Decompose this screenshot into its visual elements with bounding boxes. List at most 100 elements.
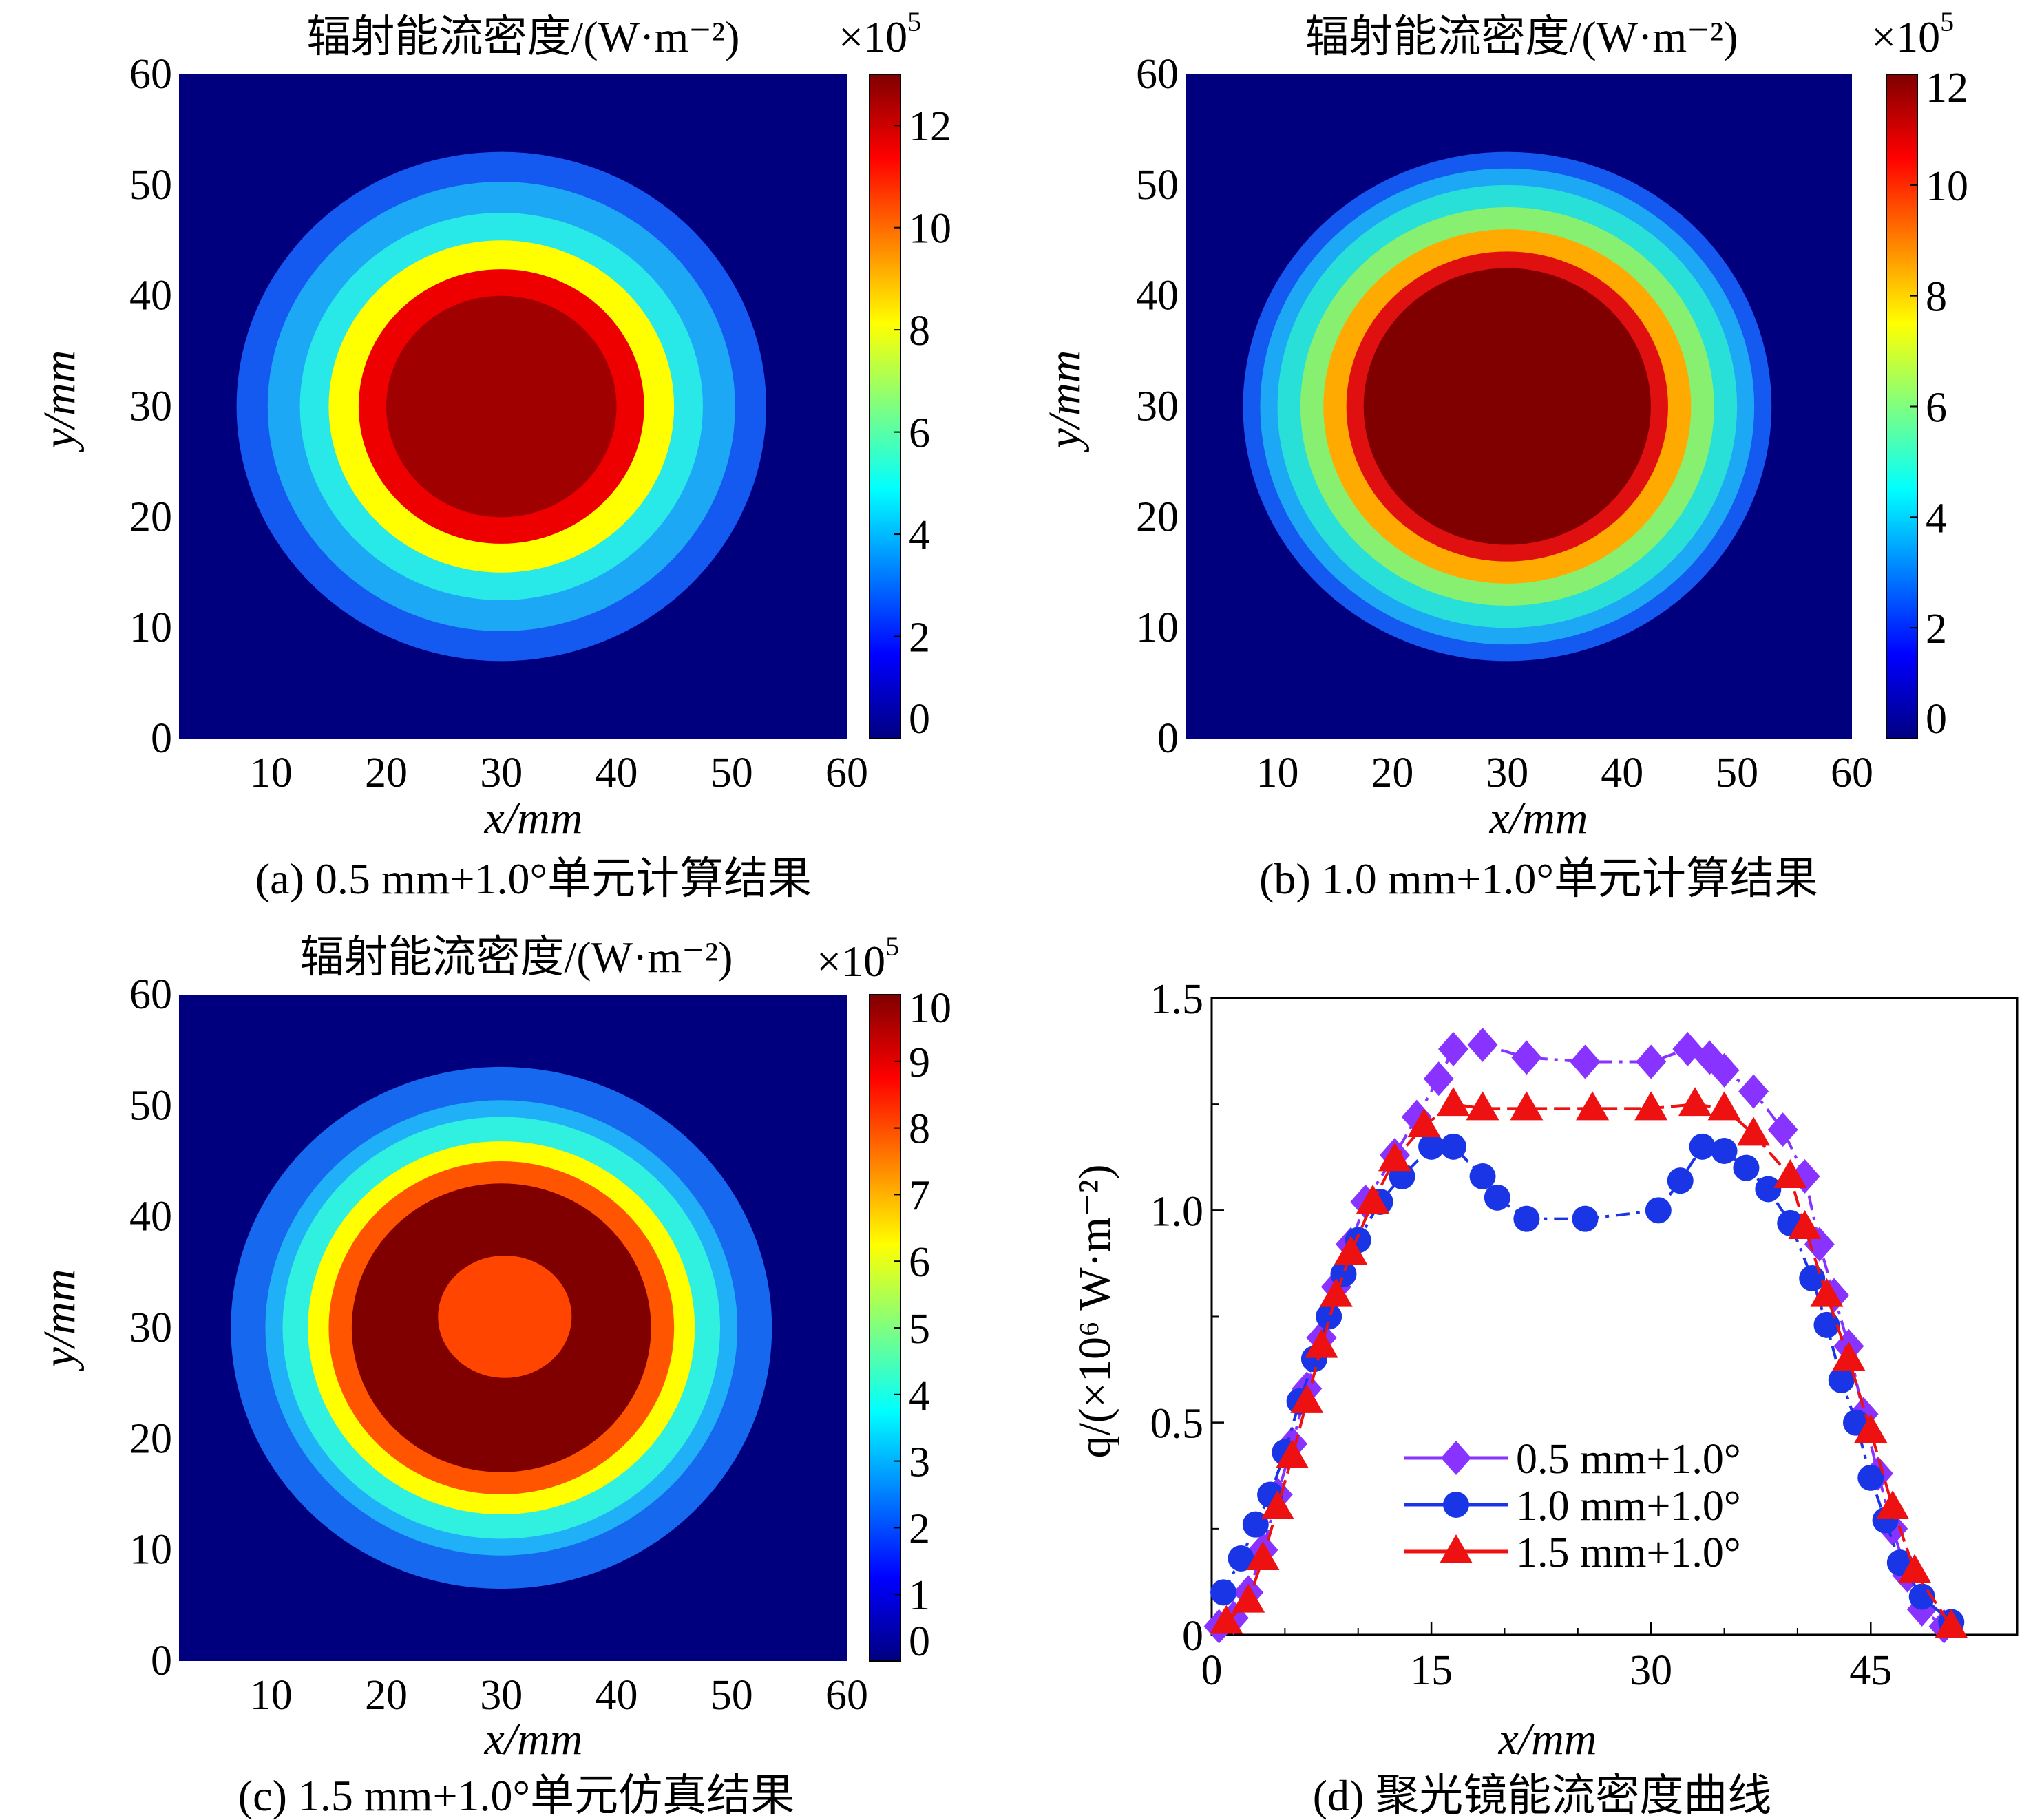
data-point [1407, 1108, 1441, 1137]
x-tick-label: 30 [480, 1672, 523, 1719]
legend-label: 1.0 mm+1.0° [1516, 1483, 1741, 1530]
data-point [1513, 1205, 1540, 1232]
data-point [1467, 1027, 1498, 1062]
series-line [1225, 1103, 1952, 1627]
x-tick-label: 40 [1601, 750, 1643, 796]
y-tick-label: 60 [1136, 51, 1179, 98]
flux-ring-6 [386, 295, 617, 518]
panel-b-scale-base: ×10 [1871, 12, 1940, 61]
data-point [1645, 1197, 1672, 1224]
x-tick-label: 20 [365, 1672, 408, 1719]
data-point [1813, 1311, 1840, 1338]
panel-a-ylabel: y/mm [34, 350, 85, 453]
data-point [1356, 1185, 1389, 1214]
data-point [1935, 1609, 1968, 1638]
colorbar-tick-label: 8 [1926, 274, 1947, 321]
colorbar-tick-label: 12 [909, 103, 951, 150]
panel-c-xlabel-text: x/mm [484, 1714, 583, 1764]
panel-b-caption: (b) 1.0 mm+1.0°单元计算结果 [1259, 854, 1818, 903]
data-point [1210, 1579, 1237, 1606]
y-tick-label: 1.0 [1150, 1188, 1204, 1235]
colorbar-tick-label: 2 [1926, 606, 1947, 653]
colorbar-tick-label: 1 [909, 1572, 930, 1619]
y-tick-label: 10 [1136, 604, 1179, 651]
y-tick-label: 60 [129, 971, 172, 1018]
y-tick-label: 30 [1136, 383, 1179, 430]
legend-marker [1441, 1441, 1471, 1475]
data-point [1484, 1184, 1510, 1211]
panel-b-ylabel: y/mm [1040, 350, 1090, 453]
y-tick-label: 10 [129, 604, 172, 651]
y-tick-label: 30 [129, 383, 172, 430]
data-point [1570, 1044, 1601, 1079]
colorbar-tick-label: 10 [909, 985, 951, 1032]
data-point [1418, 1133, 1445, 1160]
colorbar-tick-label: 6 [909, 410, 930, 457]
x-tick-label: 40 [596, 750, 638, 796]
legend-label: 0.5 mm+1.0° [1516, 1436, 1741, 1483]
panel-c-plot-area: 10 20 30 40 50 60 0 10 20 30 40 50 60 [129, 971, 868, 1719]
colorbar-tick-label: 2 [909, 1505, 930, 1552]
x-tick-label: 20 [365, 750, 408, 796]
panel-c-title: 辐射能流密度/(W·m⁻²) [300, 933, 733, 982]
colorbar-tick-label: 4 [1926, 495, 1947, 542]
colorbar-tick-label: 3 [909, 1439, 930, 1486]
x-tick-label: 40 [596, 1672, 638, 1719]
y-tick-label: 20 [129, 494, 172, 540]
x-tick-label: 60 [1831, 750, 1873, 796]
y-tick-label: 0 [1182, 1613, 1203, 1660]
data-point [1423, 1061, 1454, 1097]
y-tick-label: 30 [129, 1304, 172, 1351]
data-point [1319, 1278, 1353, 1307]
panel-b-title: 辐射能流密度/(W·m⁻²) [1305, 12, 1738, 61]
data-point [1466, 1091, 1499, 1121]
panel-a-title: 辐射能流密度/(W·m⁻²) [307, 12, 740, 61]
x-tick-label: 30 [1630, 1647, 1672, 1694]
y-tick-label: 60 [129, 51, 172, 98]
data-point [1709, 1052, 1740, 1088]
x-tick-label: 10 [1256, 750, 1299, 796]
data-point [1378, 1142, 1411, 1172]
panel-c-scale: ×105 [817, 931, 899, 986]
panel-a-plot-area: 10 20 30 40 50 60 0 10 20 30 40 50 60 [129, 51, 868, 796]
data-point [1707, 1091, 1741, 1121]
data-point [1276, 1439, 1309, 1468]
panel-b-xlabel: x/mm [1489, 793, 1588, 843]
panel-d: 0 15 30 45 0 0.5 1.0 1.5 x/mm q/(×10⁶ W·m⁻²) 0.… [1070, 976, 2019, 1820]
colorbar-tick-label: 6 [909, 1239, 930, 1286]
y-tick-label: 0 [151, 1638, 172, 1684]
colorbar-tick-label: 4 [909, 512, 930, 559]
y-tick-label: 10 [129, 1527, 172, 1574]
data-point [1876, 1490, 1910, 1519]
y-tick-label: 20 [129, 1415, 172, 1462]
data-point [1733, 1154, 1760, 1181]
data-point [1572, 1205, 1599, 1232]
data-point [1261, 1490, 1294, 1519]
data-point [1246, 1541, 1280, 1570]
panel-c-ylabel: y/mm [34, 1269, 85, 1372]
panel-a: 辐射能流密度/(W·m⁻²) ×105 10 20 30 40 50 6001020304… [34, 6, 951, 903]
panel-a-caption: (a) 0.5 mm+1.0°单元计算结果 [255, 854, 812, 903]
panel-a-colorbar: 0 2 4 6 8 10 12 [869, 74, 951, 743]
data-point [1469, 1163, 1496, 1189]
x-tick-label: 20 [1371, 750, 1413, 796]
legend-marker [1440, 1534, 1473, 1563]
series-line [1218, 1043, 1945, 1628]
data-point [1832, 1342, 1866, 1371]
panel-b-colorbar: 0 2 4 6 8 10 12 [1886, 65, 1968, 743]
colorbar-tick-label: 8 [909, 308, 930, 355]
data-point [1689, 1133, 1716, 1160]
x-tick-label: 60 [825, 1672, 868, 1719]
data-point [1738, 1074, 1769, 1109]
data-point [1828, 1367, 1855, 1393]
panel-d-xlabel-text: x/mm [1498, 1714, 1597, 1764]
colorbar-tick-label: 0 [909, 696, 930, 743]
panel-c-caption: (c) 1.5 mm+1.0°单元仿真结果 [238, 1771, 794, 1820]
data-point [1788, 1210, 1822, 1239]
panel-a-xlabel-text: x/mm [484, 793, 583, 843]
y-tick-label: 40 [129, 1194, 172, 1240]
data-point [1898, 1554, 1932, 1583]
data-point [1636, 1044, 1667, 1079]
colorbar-tick-label: 9 [909, 1039, 930, 1086]
